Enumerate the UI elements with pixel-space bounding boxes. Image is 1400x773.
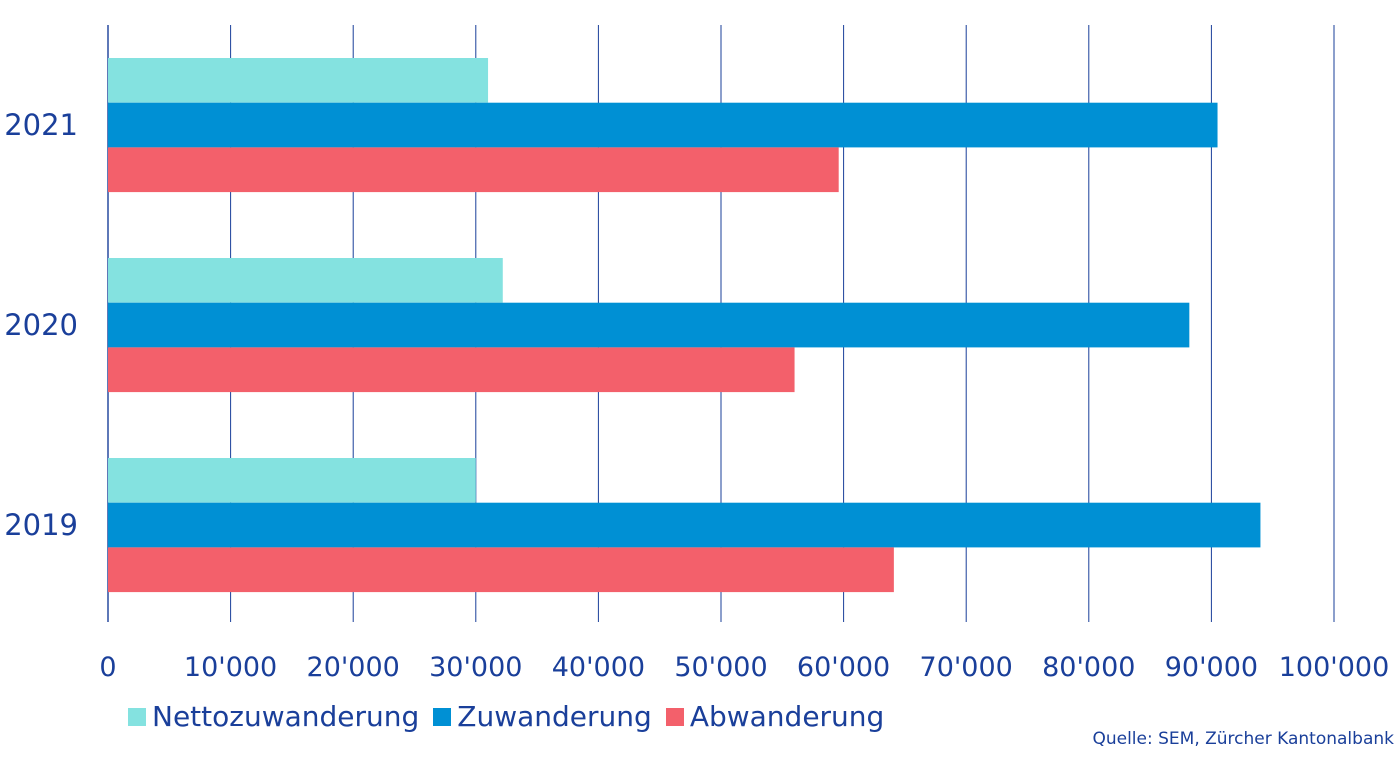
bar-chart: 0 10'000 20'000 30'000 40'000 50'000 60'000 70'… bbox=[4, 25, 1389, 683]
bar-nettozuwanderung-2021 bbox=[108, 58, 489, 103]
legend-label: Nettozuwanderung bbox=[152, 700, 420, 733]
y-category-label: 2021 bbox=[4, 108, 78, 142]
x-axis-ticks: 0 10'000 20'000 30'000 40'000 50'000 60'000 70'… bbox=[99, 652, 1389, 683]
x-tick-label: 100'000 bbox=[1279, 652, 1390, 683]
legend-item-zuwanderung: Zuwanderung bbox=[433, 700, 652, 733]
bar-zuwanderung-2019 bbox=[108, 502, 1261, 548]
bar-nettozuwanderung-2019 bbox=[108, 458, 476, 503]
x-tick-label: 10'000 bbox=[184, 652, 277, 683]
bar-abwanderung-2020 bbox=[108, 347, 795, 393]
legend-item-abwanderung: Abwanderung bbox=[665, 700, 885, 733]
x-tick-label: 80'000 bbox=[1042, 652, 1135, 683]
y-category-label: 2019 bbox=[4, 508, 78, 542]
legend-swatch bbox=[128, 707, 146, 726]
x-tick-label: 60'000 bbox=[797, 652, 890, 683]
x-tick-label: 40'000 bbox=[552, 652, 645, 683]
bar-abwanderung-2021 bbox=[108, 147, 839, 193]
x-tick-label: 0 bbox=[99, 652, 116, 683]
y-axis-categories: 2021 2020 2019 bbox=[4, 108, 78, 542]
x-tick-label: 70'000 bbox=[920, 652, 1013, 683]
x-tick-label: 90'000 bbox=[1165, 652, 1258, 683]
legend-label: Abwanderung bbox=[689, 700, 885, 733]
legend-item-nettozuwanderung: Nettozuwanderung bbox=[128, 700, 419, 733]
bars bbox=[108, 58, 1261, 593]
bar-zuwanderung-2021 bbox=[108, 102, 1218, 148]
bar-nettozuwanderung-2020 bbox=[108, 258, 503, 303]
legend: Nettozuwanderung Zuwanderung Abwanderung bbox=[128, 700, 898, 733]
y-category-label: 2020 bbox=[4, 308, 78, 342]
source-note: Quelle: SEM, Zürcher Kantonalbank bbox=[1092, 729, 1394, 749]
x-tick-label: 50'000 bbox=[674, 652, 767, 683]
x-tick-label: 30'000 bbox=[429, 652, 522, 683]
bar-abwanderung-2019 bbox=[108, 547, 894, 593]
legend-swatch bbox=[433, 707, 452, 726]
x-tick-label: 20'000 bbox=[307, 652, 400, 683]
bar-zuwanderung-2020 bbox=[108, 302, 1190, 348]
legend-label: Zuwanderung bbox=[457, 700, 652, 733]
legend-swatch bbox=[665, 707, 684, 726]
